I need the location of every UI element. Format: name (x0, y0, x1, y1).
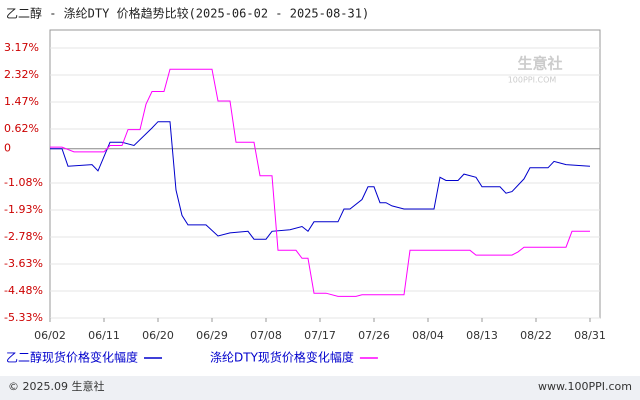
watermark: 生意社 (517, 55, 562, 73)
legend-label: 涤纶DTY现货价格变化幅度 (210, 350, 354, 365)
chart-title: 乙二醇 - 涤纶DTY 价格趋势比较(2025-06-02 - 2025-08-… (6, 6, 369, 21)
watermark: 100PPI.COM (508, 76, 557, 85)
series-line (50, 121, 591, 240)
y-tick-label: 1.47% (4, 95, 39, 108)
y-tick-label: 0.62% (4, 122, 39, 135)
y-tick-label: -1.93% (4, 203, 43, 216)
y-tick-label: -4.48% (4, 284, 43, 297)
y-tick-label: -3.63% (4, 257, 43, 270)
series-line (50, 68, 590, 297)
footer-bar (0, 376, 640, 400)
x-tick-label: 07/17 (304, 329, 336, 342)
footer-right: www.100PPI.com (538, 380, 632, 393)
y-tick-label: 0 (4, 142, 11, 155)
x-tick-label: 06/02 (34, 329, 66, 342)
y-tick-label: -1.08% (4, 176, 43, 189)
x-tick-label: 08/04 (412, 329, 444, 342)
x-tick-label: 06/29 (196, 329, 228, 342)
legend-label: 乙二醇现货价格变化幅度 (6, 350, 138, 365)
y-tick-label: -2.78% (4, 230, 43, 243)
x-tick-label: 07/08 (250, 329, 282, 342)
x-tick-label: 08/13 (466, 329, 498, 342)
y-tick-label: 2.32% (4, 68, 39, 81)
x-tick-label: 06/20 (142, 329, 174, 342)
x-tick-label: 08/31 (574, 329, 606, 342)
x-tick-label: 07/26 (358, 329, 390, 342)
y-tick-label: 3.17% (4, 41, 39, 54)
x-tick-label: 08/22 (520, 329, 552, 342)
x-tick-label: 06/11 (88, 329, 120, 342)
footer-left: © 2025.09 生意社 (8, 379, 104, 393)
y-tick-label: -5.33% (4, 311, 43, 324)
